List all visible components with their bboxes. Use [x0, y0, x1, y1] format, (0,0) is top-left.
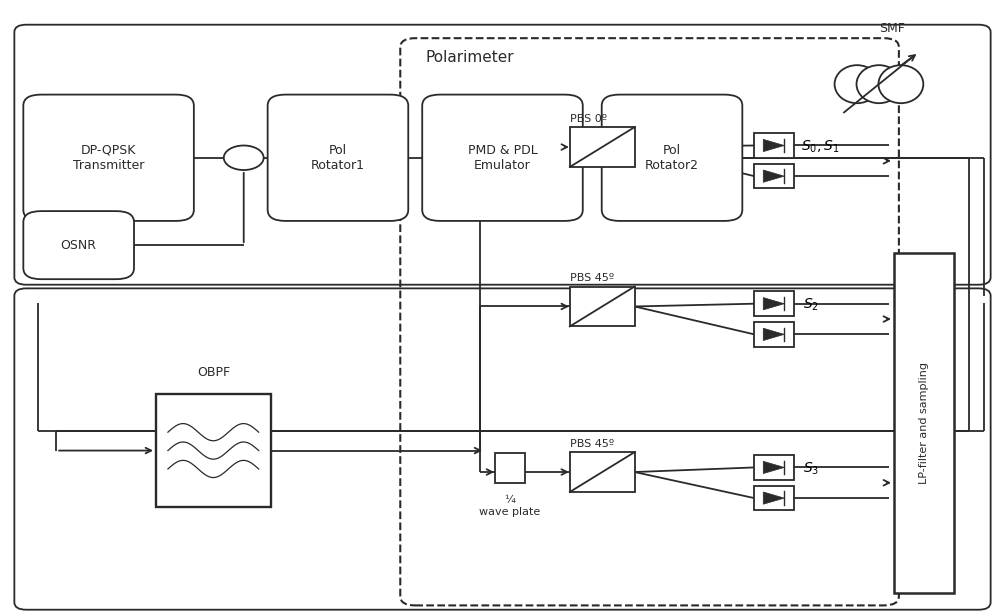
Text: PBS 45º: PBS 45º — [570, 439, 614, 449]
FancyBboxPatch shape — [268, 95, 408, 221]
Text: LP-filter and sampling: LP-filter and sampling — [919, 362, 929, 484]
Text: Pol
Rotator1: Pol Rotator1 — [311, 144, 365, 172]
Text: $S_0, S_1$: $S_0, S_1$ — [801, 139, 840, 155]
FancyBboxPatch shape — [422, 95, 583, 221]
Bar — [754, 486, 794, 511]
FancyBboxPatch shape — [23, 211, 134, 279]
Polygon shape — [763, 139, 784, 152]
Bar — [754, 291, 794, 316]
Text: PBS 0º: PBS 0º — [570, 114, 607, 124]
Polygon shape — [763, 298, 784, 310]
Ellipse shape — [857, 65, 901, 103]
Bar — [754, 133, 794, 158]
Text: OBPF: OBPF — [197, 365, 230, 378]
Text: OSNR: OSNR — [61, 238, 97, 252]
Polygon shape — [763, 461, 784, 474]
Bar — [754, 322, 794, 347]
Bar — [754, 455, 794, 480]
Circle shape — [224, 145, 264, 170]
Bar — [570, 286, 635, 326]
Text: SMF: SMF — [879, 22, 905, 35]
Ellipse shape — [878, 65, 923, 103]
Polygon shape — [763, 170, 784, 182]
Text: PBS 45º: PBS 45º — [570, 274, 614, 283]
FancyBboxPatch shape — [14, 25, 991, 285]
FancyBboxPatch shape — [23, 95, 194, 221]
Text: PMD & PDL
Emulator: PMD & PDL Emulator — [468, 144, 537, 172]
Bar — [754, 164, 794, 188]
Polygon shape — [763, 492, 784, 505]
Bar — [495, 453, 525, 483]
FancyBboxPatch shape — [602, 95, 742, 221]
Polygon shape — [763, 328, 784, 341]
Text: Polarimeter: Polarimeter — [425, 51, 514, 65]
Text: $S_2$: $S_2$ — [803, 297, 819, 313]
Bar — [570, 452, 635, 492]
FancyBboxPatch shape — [14, 288, 991, 610]
Bar — [570, 127, 635, 167]
Text: $S_3$: $S_3$ — [803, 461, 819, 477]
Text: Pol
Rotator2: Pol Rotator2 — [645, 144, 699, 172]
Bar — [894, 253, 954, 593]
Ellipse shape — [835, 65, 879, 103]
Text: DP-QPSK
Transmitter: DP-QPSK Transmitter — [73, 144, 144, 172]
Text: ¼
wave plate: ¼ wave plate — [479, 495, 541, 517]
Bar — [156, 394, 271, 508]
